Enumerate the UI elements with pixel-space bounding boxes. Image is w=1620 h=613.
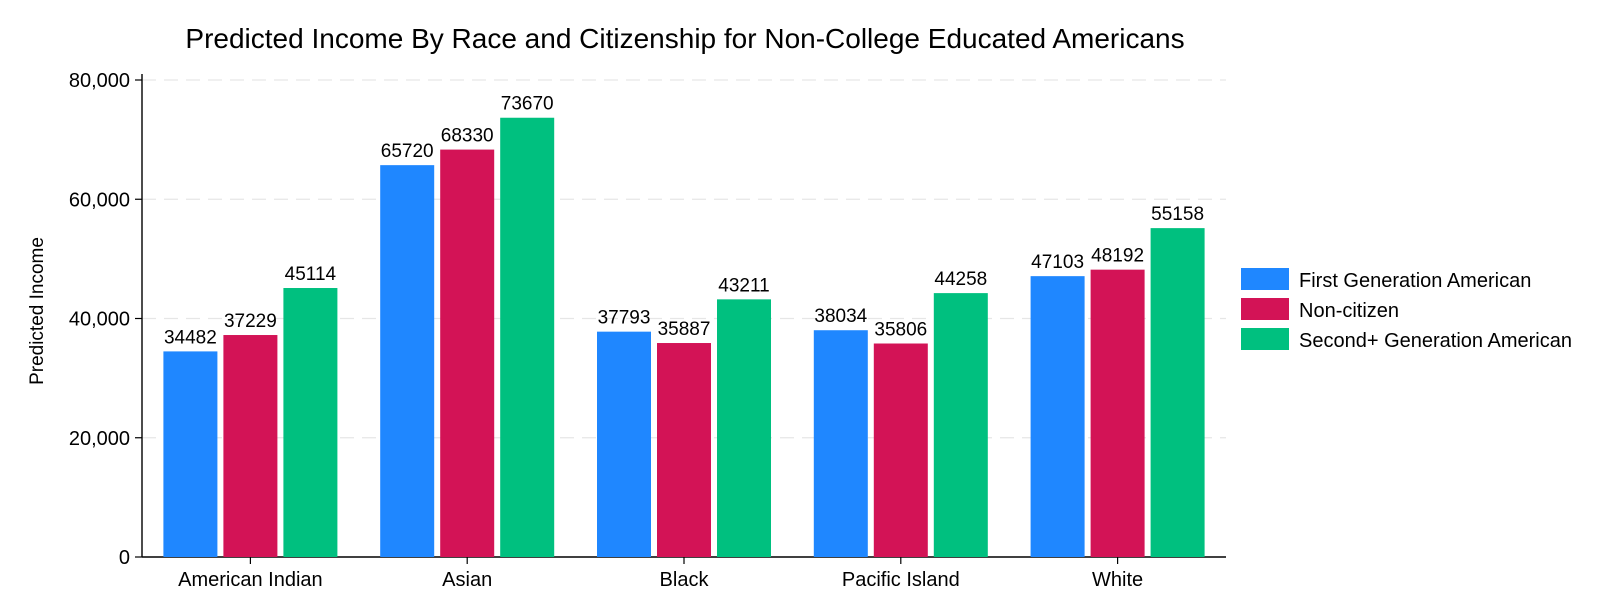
data-label: 38034 xyxy=(814,306,867,327)
bar xyxy=(500,117,555,558)
bar xyxy=(1150,228,1205,557)
bar xyxy=(813,330,868,557)
data-label: 44258 xyxy=(934,269,987,290)
data-label: 68330 xyxy=(441,126,494,147)
data-labels: 34482 37229 45114 65720 68330 73670 37793 35887… xyxy=(164,94,1204,349)
bar xyxy=(657,343,711,557)
legend-label: First Generation American xyxy=(1299,270,1531,292)
data-label: 37793 xyxy=(598,308,651,329)
bar xyxy=(380,165,435,557)
data-label: 35887 xyxy=(658,319,711,340)
bar xyxy=(597,331,651,557)
y-tick-label: 20,000 xyxy=(69,428,130,450)
data-label: 55158 xyxy=(1151,204,1204,225)
legend-swatch xyxy=(1241,328,1289,350)
legend: First Generation American Non-citizen Seco… xyxy=(1241,268,1572,352)
bar xyxy=(440,149,495,557)
data-label: 37229 xyxy=(224,311,277,332)
legend-label: Second+ Generation American xyxy=(1299,330,1572,352)
legend-swatch xyxy=(1241,268,1289,290)
x-tick-label: Black xyxy=(660,569,710,591)
y-axis-title: Predicted Income xyxy=(27,237,48,385)
bar xyxy=(933,293,988,557)
data-label: 48192 xyxy=(1091,246,1144,267)
data-label: 45114 xyxy=(285,264,337,285)
y-tick-label: 40,000 xyxy=(69,309,130,331)
y-tick-label: 60,000 xyxy=(69,189,130,211)
bar xyxy=(283,288,338,557)
legend-label: Non-citizen xyxy=(1299,300,1399,322)
x-tick-label: White xyxy=(1092,569,1143,591)
bar xyxy=(717,299,771,557)
bar xyxy=(1030,276,1085,557)
x-tick-label: American Indian xyxy=(178,569,323,591)
y-tick-label: 80,000 xyxy=(69,70,130,92)
legend-swatch xyxy=(1241,298,1289,320)
data-label: 73670 xyxy=(501,94,554,115)
data-label: 43211 xyxy=(718,275,769,296)
y-tick-label: 0 xyxy=(119,547,130,569)
data-label: 47103 xyxy=(1031,252,1084,273)
data-label: 65720 xyxy=(381,141,434,162)
x-tick-label: Asian xyxy=(442,569,492,591)
bar xyxy=(873,343,928,557)
x-tick-label: Pacific Island xyxy=(842,569,960,591)
chart-title: Predicted Income By Race and Citizenship… xyxy=(185,23,1184,54)
bar xyxy=(163,351,218,557)
data-label: 34482 xyxy=(164,327,217,348)
data-label: 35806 xyxy=(874,320,927,341)
bar xyxy=(223,335,278,557)
bars xyxy=(163,117,1205,558)
bar xyxy=(1090,269,1145,557)
